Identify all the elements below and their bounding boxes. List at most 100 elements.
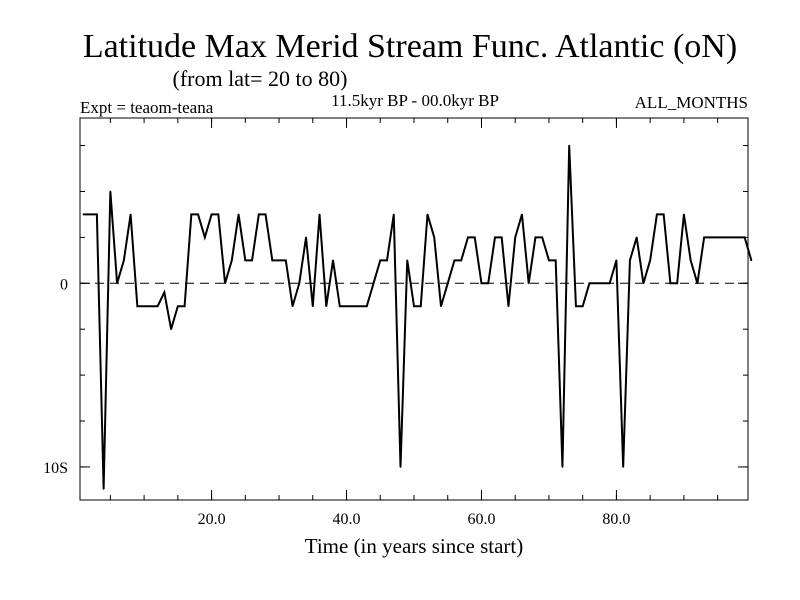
data-point — [446, 282, 449, 285]
data-point — [635, 236, 638, 239]
data-point — [291, 305, 294, 308]
data-point — [190, 213, 193, 216]
major-ticks — [80, 118, 748, 500]
x-tick-labels: 20.0 40.0 60.0 80.0 — [198, 511, 631, 528]
data-point — [507, 305, 510, 308]
data-point — [305, 236, 307, 239]
data-point — [129, 213, 132, 216]
chart-title: Latitude Max Merid Stream Func. Atlantic… — [83, 28, 737, 65]
data-point — [136, 305, 139, 308]
data-point — [298, 282, 301, 285]
y-tick-label: 10S — [43, 460, 68, 477]
data-point — [575, 305, 577, 308]
x-axis-label: Time (in years since start) — [305, 534, 524, 558]
data-point — [669, 282, 672, 285]
data-point — [318, 213, 321, 216]
data-point — [89, 213, 91, 216]
data-point — [689, 259, 692, 262]
data-point — [521, 213, 523, 216]
data-point — [703, 236, 705, 239]
data-point — [561, 466, 564, 468]
data-point — [514, 236, 517, 239]
data-point — [737, 236, 739, 239]
x-tick-label: 20.0 — [198, 511, 226, 528]
data-point — [710, 236, 712, 239]
data-point — [372, 282, 375, 285]
data-point — [568, 144, 570, 147]
data-point — [716, 236, 719, 239]
data-point — [386, 259, 388, 262]
data-point — [231, 259, 233, 262]
data-point — [615, 259, 618, 262]
data-point — [258, 213, 260, 216]
data-point — [345, 305, 348, 308]
data-point — [723, 236, 726, 239]
chart-subtitle: (from lat= 20 to 80) — [173, 66, 348, 91]
data-point — [453, 259, 456, 262]
data-point — [683, 213, 685, 216]
series-line — [83, 145, 753, 490]
data-point — [278, 259, 280, 262]
data-point — [554, 259, 557, 262]
data-point — [676, 282, 678, 285]
data-point — [662, 213, 665, 216]
x-tick-label: 80.0 — [602, 511, 630, 528]
data-point — [622, 466, 624, 468]
data-point — [325, 305, 328, 308]
data-point — [426, 213, 429, 216]
data-point — [602, 282, 604, 285]
data-point — [116, 282, 118, 285]
data-point — [82, 213, 85, 216]
data-point — [264, 213, 267, 216]
data-point — [548, 259, 550, 262]
data-point — [494, 236, 496, 239]
x-tick-label: 40.0 — [333, 511, 361, 528]
data-point — [156, 305, 159, 308]
data-point — [656, 213, 658, 216]
data-point — [730, 236, 732, 239]
data-point — [534, 236, 537, 239]
data-point — [460, 259, 463, 262]
data-point — [527, 282, 530, 285]
plot-frame — [79, 117, 749, 501]
data-point — [500, 236, 503, 239]
data-point — [177, 305, 179, 308]
data-point — [109, 190, 112, 193]
data-point — [210, 213, 213, 216]
data-points — [82, 144, 753, 490]
data-point — [359, 305, 361, 308]
data-point — [487, 282, 490, 285]
y-tick-labels: 0 10S — [43, 276, 68, 477]
experiment-label: Expt = teaom-teana — [80, 98, 214, 117]
data-point — [271, 259, 274, 262]
data-point — [352, 305, 355, 308]
data-point — [379, 259, 382, 262]
data-point — [392, 213, 395, 216]
data-point — [204, 236, 206, 239]
data-point — [102, 488, 105, 490]
data-point — [433, 236, 436, 239]
data-point — [629, 259, 631, 262]
data-point — [197, 213, 199, 216]
data-point — [163, 291, 166, 294]
data-point — [743, 236, 746, 239]
data-point — [237, 213, 240, 216]
data-point — [419, 305, 422, 308]
data-point — [440, 305, 442, 308]
data-point — [150, 305, 152, 308]
data-point — [311, 305, 314, 308]
data-point — [96, 213, 98, 216]
y-tick-label: 0 — [60, 276, 68, 293]
data-point — [123, 259, 125, 262]
data-point — [143, 305, 145, 308]
data-point — [183, 305, 186, 308]
data-point — [588, 282, 591, 285]
data-point — [473, 236, 476, 239]
period-label: 11.5kyr BP - 00.0kyr BP — [331, 91, 499, 110]
months-label: ALL_MONTHS — [635, 93, 748, 112]
data-point — [642, 282, 645, 285]
data-point — [338, 305, 341, 308]
data-point — [541, 236, 544, 239]
data-point — [224, 282, 226, 285]
data-point — [251, 259, 253, 262]
